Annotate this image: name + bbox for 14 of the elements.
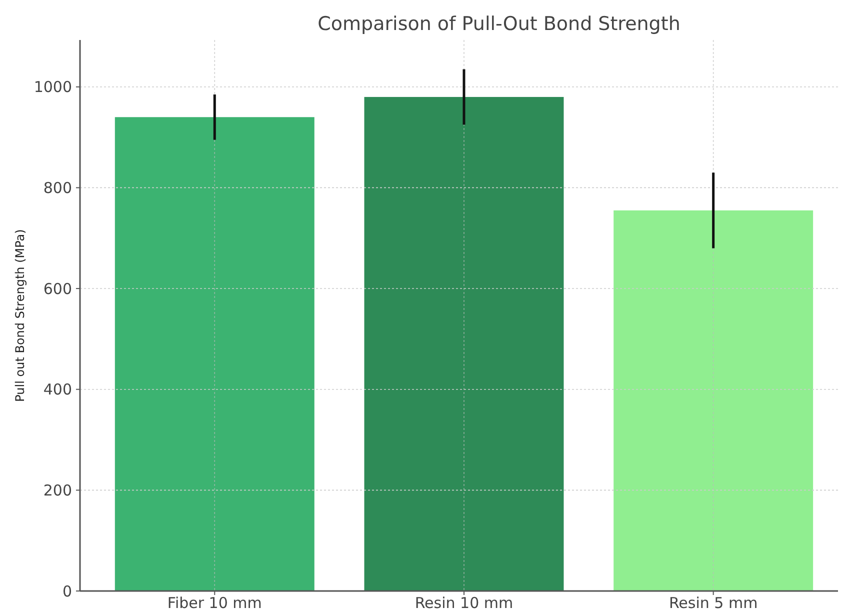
bar bbox=[114, 117, 314, 591]
y-tick-label: 600 bbox=[43, 280, 72, 298]
y-axis-title: Pull out Bond Strength (MPa) bbox=[13, 229, 27, 402]
y-tick-label: 400 bbox=[43, 380, 72, 399]
y-tick-label: 0 bbox=[62, 582, 72, 600]
chart-title: Comparison of Pull-Out Bond Strength bbox=[318, 13, 680, 35]
bar bbox=[364, 96, 564, 591]
y-tick-label: 1000 bbox=[34, 78, 72, 96]
bar bbox=[614, 210, 814, 591]
y-tick-label: 800 bbox=[43, 178, 72, 197]
x-tick-label: Resin 10 mm bbox=[414, 594, 514, 611]
x-tick-label: Fiber 10 mm bbox=[167, 594, 262, 611]
y-tick-label: 200 bbox=[43, 481, 72, 500]
x-tick-label: Resin 5 mm bbox=[668, 594, 758, 611]
